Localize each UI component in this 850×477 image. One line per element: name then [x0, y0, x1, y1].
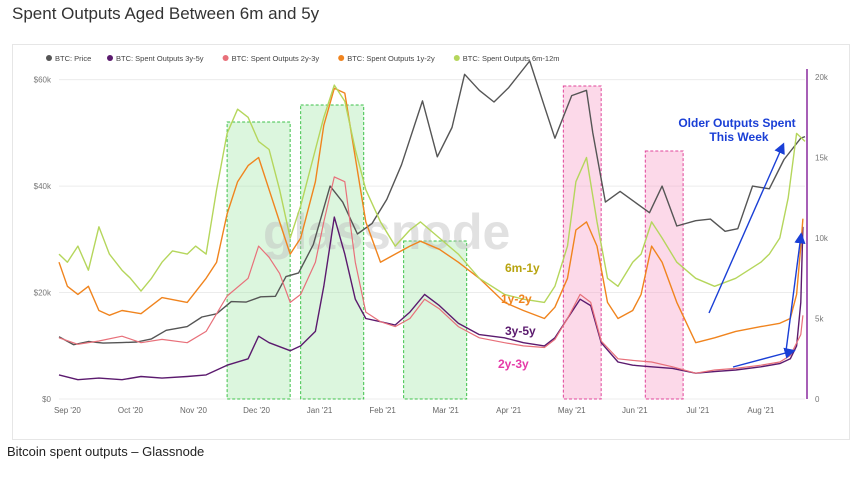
annotation-2y-3y: 2y-3y [498, 357, 529, 371]
x-tick-label-7: Apr '21 [496, 406, 522, 415]
x-tick-label-9: Jun '21 [622, 406, 648, 415]
image-caption: Bitcoin spent outputs – Glassnode [7, 444, 205, 459]
legend-label-2: BTC: Spent Outputs 2y-3y [232, 54, 320, 63]
legend-label-1: BTC: Spent Outputs 3y-5y [116, 54, 204, 63]
annotation-older-outputs-line2: This Week [709, 130, 768, 144]
x-tick-label-4: Jan '21 [307, 406, 333, 415]
series-line-2 [58, 176, 804, 374]
legend-marker-1 [107, 55, 113, 61]
highlight-box-1 [300, 104, 365, 400]
x-tick-label-8: May '21 [558, 406, 586, 415]
legend-marker-3 [338, 55, 345, 61]
legend-marker-0 [46, 55, 52, 61]
annotation-arrow-lower [732, 347, 796, 368]
x-tick-label-5: Feb '21 [369, 406, 396, 415]
y-left-tick-label-3: $60k [34, 76, 52, 85]
legend-label-4: BTC: Spent Outputs 6m-12m [463, 54, 560, 63]
y-right-tick-label-0: 0 [815, 395, 820, 404]
page-title: Spent Outputs Aged Between 6m and 5y [12, 4, 320, 23]
chart-container: glassnode $0 $20k $40k $60k 0 5k 10k 15k 20k Sep '… [12, 44, 850, 440]
y-left-tick-label-1: $20k [34, 289, 52, 298]
annotation-arrow-right [785, 232, 806, 352]
y-right-tick-label-4: 20k [815, 73, 829, 82]
annotation-3y-5y: 3y-5y [505, 324, 536, 338]
legend-label-0: BTC: Price [55, 54, 91, 63]
series-line-3 [58, 87, 804, 344]
series-line-0 [58, 60, 806, 346]
annotation-arrow-upper [708, 142, 785, 314]
annotation-older-outputs-line1: Older Outputs Spent [678, 116, 795, 130]
legend-label-3: BTC: Spent Outputs 1y-2y [347, 54, 435, 63]
y-right-tick-label-3: 15k [815, 154, 829, 163]
x-tick-label-6: Mar '21 [432, 406, 459, 415]
x-tick-label-1: Oct '20 [118, 406, 144, 415]
highlight-box-2 [403, 240, 468, 400]
y-right-tick-label-1: 5k [815, 315, 824, 324]
annotation-6m-1y: 6m-1y [505, 261, 540, 275]
x-tick-label-2: Nov '20 [180, 406, 207, 415]
highlight-box-0 [226, 121, 291, 400]
series-line-4 [58, 84, 806, 304]
y-right-tick-label-2: 10k [815, 234, 829, 243]
legend-marker-4 [453, 55, 460, 61]
y-left-tick-label-0: $0 [42, 395, 51, 404]
x-tick-label-11: Aug '21 [747, 406, 774, 415]
x-tick-label-0: Sep '20 [54, 406, 81, 415]
legend-marker-2 [222, 55, 229, 61]
annotation-1y-2y: 1y-2y [501, 292, 532, 306]
y-left-tick-label-2: $40k [34, 182, 52, 191]
x-tick-label-10: Jul '21 [686, 406, 709, 415]
x-tick-label-3: Dec '20 [243, 406, 270, 415]
